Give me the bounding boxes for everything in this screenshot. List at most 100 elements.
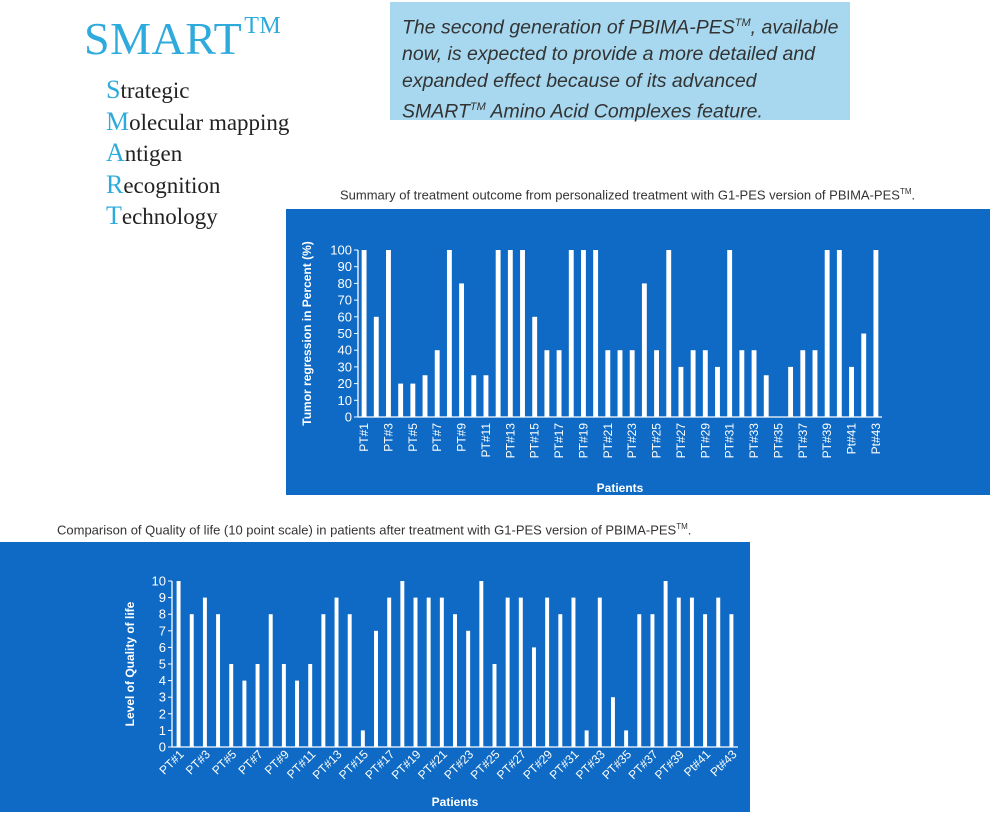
chart1-bar [641,283,647,417]
chart2-bar [624,730,629,747]
chart2-bar [571,597,576,747]
chart2-bar [676,597,681,747]
chart2-bar [466,630,471,747]
chart2-bar [610,697,615,747]
acronym-cap: S [106,75,121,104]
chart2-bar [426,597,431,747]
chart1-bar [581,250,586,417]
chart1-bar [666,250,672,417]
chart2-x-axis-title: Patients [432,795,479,809]
chart2-svg: 012345678910PT#1PT#3PT#5PT#7PT#9PT#11PT#… [123,574,740,810]
chart2-bar [347,614,352,747]
chart1-x-tick-label: PT#25 [650,423,664,459]
chart2-bar [453,614,457,747]
chart2-bar [597,597,602,747]
chart1-x-tick-label: PT#7 [430,423,444,452]
acronym-cap: T [106,201,122,230]
chart1-bar [532,316,538,417]
callout-text-3: Amino Acid Complexes feature. [485,100,763,123]
chart2-bar [202,597,207,747]
chart2-bar [716,597,721,747]
chart2-y-tick-label: 3 [159,690,166,705]
smart-tm-mark: TM [244,13,282,39]
chart2-bar [532,647,536,747]
chart1-x-tick-label: PT#11 [479,423,493,458]
chart1-x-tick-label: PT#23 [625,423,639,459]
chart2-x-tick-label: Pt#43 [707,747,739,779]
chart1-x-tick-label: PT#37 [796,423,810,459]
chart2-bar [189,614,194,747]
chart2-bar [281,664,286,747]
chart1-bar [861,333,867,417]
chart1-bar [739,350,745,417]
chart2-bar [387,597,392,747]
chart1-bar [568,250,574,417]
chart2-bar [584,730,589,747]
chart1-bar [605,350,611,417]
chart1-y-tick-label: 60 [338,309,352,324]
chart1-bar [654,350,659,417]
chart1-bar [788,366,794,417]
chart1-y-tick-label: 100 [330,243,352,258]
chart2-bar [492,664,497,747]
chart2-bar [650,614,655,747]
chart1-x-tick-label: PT#1 [357,423,371,452]
chart2-bar [255,664,260,747]
chart1-bar [629,350,635,417]
chart2-caption-end: . [687,522,692,538]
chart2-y-tick-label: 7 [159,623,166,638]
callout-tm-2: TM [469,101,486,113]
acronym-rest: ntigen [124,141,183,166]
chart1-x-tick-label: PT#33 [747,423,761,459]
chart1-bar [849,366,854,417]
chart1-x-tick-label: PT#15 [528,423,542,459]
chart1-x-tick-label: PT#39 [820,423,834,459]
chart2-y-tick-label: 9 [159,590,166,605]
chart1-y-tick-label: 40 [338,343,352,358]
chart1-caption-text: Summary of treatment outcome from person… [340,187,900,203]
chart1-x-tick-label: PT#31 [723,423,737,459]
acronym-rest: trategic [120,78,190,103]
chart2-x-tick-label: PT#5 [209,747,239,777]
chart1-bar [800,350,806,417]
chart1-y-axis-title: Tumor regression in Percent (%) [300,241,314,425]
chart1-panel: 0 10 20 30 40 50 60 70 80 90 100 PT#1 PT#3 PT#5 PT#7 PT… [286,209,990,495]
chart1-bar [520,250,525,417]
chart2-bar [518,597,523,747]
chart2-bar [321,614,326,747]
chart1-bar [544,350,550,417]
chart2-x-tick-label: PT#39 [652,747,687,782]
chart1-bar [836,250,842,417]
chart1-bar [678,366,684,417]
chart1-x-axis-title: Patients [597,481,644,495]
chart1-bar [556,350,562,417]
chart1-y-tick-label: 20 [338,376,352,391]
info-callout-box: The second generation of PBIMA-PESTM, av… [390,2,850,123]
smart-word: SMART [84,13,243,64]
chart2-bar [242,680,247,747]
acronym-rest: olecular mapping [129,109,290,135]
chart1-bar [471,375,477,417]
chart1-x-tick-label: PT#9 [455,423,469,452]
chart2-y-tick-label: 4 [159,673,166,688]
chart1-bar [507,250,513,417]
chart1-caption-end: . [911,187,916,203]
chart1-bar [373,316,379,417]
chart1-y-tick-label: 0 [345,410,352,425]
chart2-bar [216,614,221,747]
acronym-line-technology: Technology [106,200,289,232]
chart1-x-tick-label: PT#29 [698,423,712,459]
acronym-line-strategic: Strategic [106,74,289,106]
chart1-bar [434,350,440,417]
chart2-bar [413,597,418,747]
chart1-x-tick-label: Pt#43 [869,423,883,455]
chart1-bar [446,250,452,417]
chart1-bar [386,250,391,417]
chart2-panel: 0 1 2 3 4 5 6 7 8 9 10 PT#1 PT#3 PT#5 PT#7 PT#9 PT#11 PT#… [0,542,750,812]
chart2-bar [558,614,563,747]
chart1-bar [459,283,465,417]
chart2-bar [689,597,694,747]
chart2-y-tick-label: 10 [152,574,166,589]
chart1-y-tick-label: 50 [338,326,352,341]
